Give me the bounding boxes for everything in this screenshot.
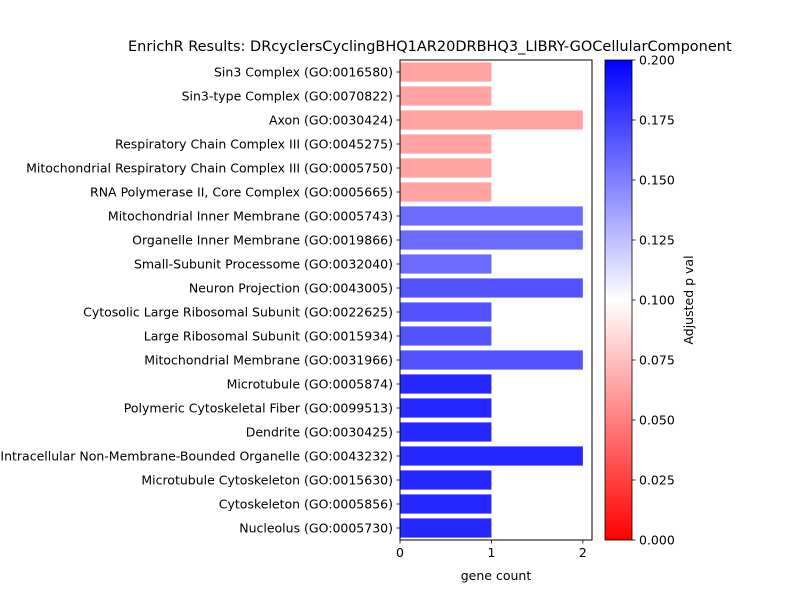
bar	[400, 350, 583, 370]
bar	[400, 374, 492, 394]
y-tick-label: Dendrite (GO:0030425)	[246, 425, 393, 440]
x-axis: 0 1 2	[396, 540, 587, 560]
bar	[400, 254, 492, 274]
bar	[400, 326, 492, 346]
bar	[400, 278, 583, 298]
colorbar-tick-label: 0.075	[639, 353, 675, 368]
y-tick-label: Nucleolus (GO:0005730)	[239, 521, 393, 536]
x-tick-label: 0	[396, 545, 404, 560]
y-tick-label: Organelle Inner Membrane (GO:0019866)	[132, 233, 393, 248]
bar	[400, 182, 492, 202]
y-tick-label: Mitochondrial Inner Membrane (GO:0005743…	[108, 209, 393, 224]
y-tick-label: Polymeric Cytoskeletal Fiber (GO:0099513…	[124, 401, 393, 416]
bars	[400, 62, 583, 538]
y-tick-label: RNA Polymerase II, Core Complex (GO:0005…	[90, 185, 393, 200]
y-tick-label: Cytosolic Large Ribosomal Subunit (GO:00…	[83, 305, 393, 320]
bar	[400, 110, 583, 130]
y-tick-label: Respiratory Chain Complex III (GO:004527…	[115, 137, 393, 152]
colorbar-tick-label: 0.175	[639, 113, 675, 128]
y-tick-label: Mitochondrial Respiratory Chain Complex …	[26, 161, 393, 176]
colorbar-tick-label: 0.100	[639, 293, 675, 308]
plot-frame	[399, 59, 593, 541]
y-tick-label: Microtubule (GO:0005874)	[227, 377, 393, 392]
bar	[400, 62, 492, 82]
y-tick-label: Neuron Projection (GO:0043005)	[189, 281, 393, 296]
bar	[400, 302, 492, 322]
colorbar	[604, 59, 633, 541]
x-tick-label: 1	[487, 545, 495, 560]
bar	[400, 134, 492, 154]
y-tick-label: Sin3 Complex (GO:0016580)	[214, 65, 393, 80]
y-tick-label: Small-Subunit Processome (GO:0032040)	[134, 257, 393, 272]
colorbar-ticks: 0.000 0.025 0.050 0.075 0.100 0.125 0.150 0.175…	[632, 53, 675, 548]
bar	[400, 230, 583, 250]
bar	[400, 446, 583, 466]
chart-title: EnrichR Results: DRcyclersCyclingBHQ1AR2…	[128, 39, 732, 55]
y-tick-label: Sin3-type Complex (GO:0070822)	[182, 89, 393, 104]
bar	[400, 518, 492, 538]
y-tick-label: Large Ribosomal Subunit (GO:0015934)	[144, 329, 393, 344]
colorbar-tick-label: 0.125	[639, 233, 675, 248]
y-tick-label: Microtubule Cytoskeleton (GO:0015630)	[141, 473, 393, 488]
y-tick-label: Cytoskeleton (GO:0005856)	[219, 497, 393, 512]
colorbar-tick-label: 0.150	[639, 173, 675, 188]
colorbar-label: Adjusted p val	[681, 255, 696, 344]
x-tick-label: 2	[579, 545, 587, 560]
colorbar-tick-label: 0.200	[639, 53, 675, 68]
colorbar-tick-label: 0.000	[639, 533, 675, 548]
y-tick-label: Axon (GO:0030424)	[269, 113, 393, 128]
colorbar-tick-label: 0.025	[639, 473, 675, 488]
x-axis-label: gene count	[461, 568, 532, 583]
bar	[400, 494, 492, 514]
bar	[400, 398, 492, 418]
bar	[400, 206, 583, 226]
y-tick-labels: Sin3 Complex (GO:0016580) Sin3-type Compl…	[0, 65, 400, 536]
bar	[400, 86, 492, 106]
bar	[400, 158, 492, 178]
colorbar-tick-label: 0.050	[639, 413, 675, 428]
y-tick-label: Intracellular Non-Membrane-Bounded Organ…	[0, 449, 393, 464]
y-tick-label: Mitochondrial Membrane (GO:0031966)	[144, 353, 393, 368]
bar	[400, 470, 492, 490]
bar	[400, 422, 492, 442]
